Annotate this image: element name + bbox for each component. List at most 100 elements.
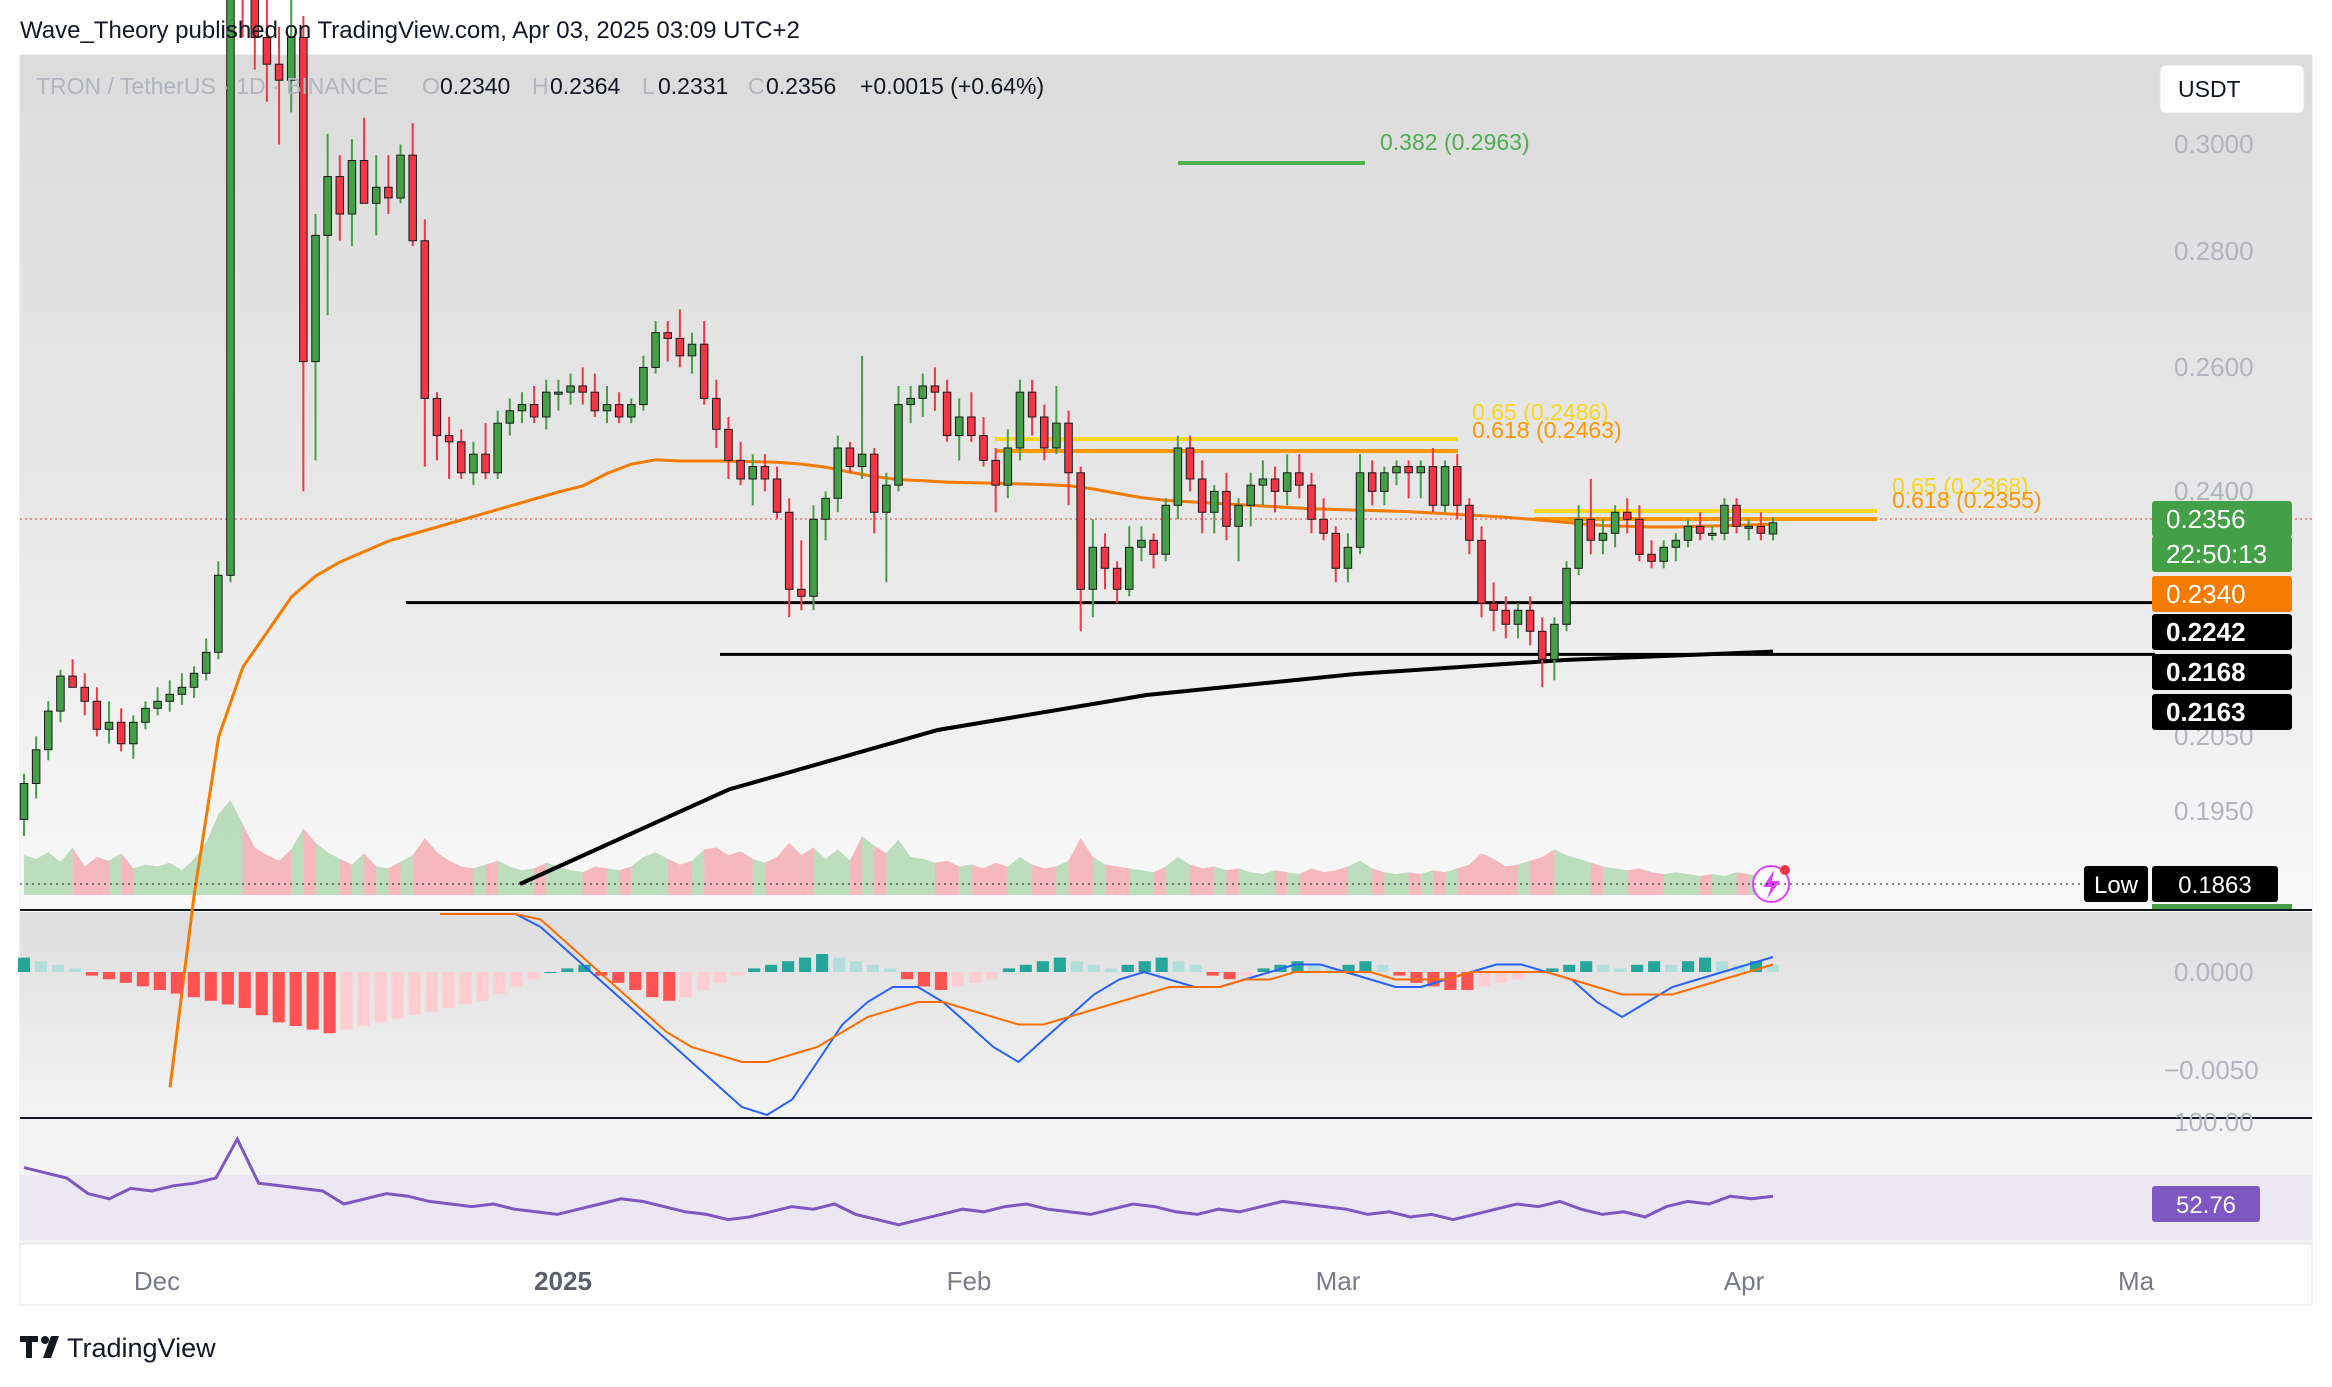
candle	[286, 0, 296, 113]
volume-segment	[1214, 866, 1227, 895]
candle-body	[1027, 391, 1037, 418]
time-axis[interactable]: Dec 2025 Feb Mar Apr Ma	[134, 1266, 2155, 1296]
candle-body	[724, 428, 733, 461]
candle	[578, 367, 587, 405]
rsi-value: 52.76	[2176, 1192, 2236, 1219]
candle-body	[1440, 466, 1450, 506]
macd-histogram-bar	[1359, 961, 1372, 972]
candle	[1112, 561, 1122, 604]
candle-body	[444, 435, 454, 443]
candle	[250, 0, 260, 70]
macd-histogram-bar	[527, 972, 540, 980]
fib-label: 0.618 (0.2355)	[1892, 487, 2042, 513]
candle-body	[1331, 532, 1341, 569]
rsi-tick: 100.00	[2174, 1107, 2254, 1137]
volume-segment	[607, 868, 620, 895]
low-value-label: 0.1863	[2178, 872, 2251, 899]
candle-body	[481, 453, 490, 474]
volume-segment	[1590, 862, 1603, 895]
candle-body	[80, 686, 89, 702]
candle-body	[505, 410, 515, 424]
macd-histogram-bar	[663, 972, 676, 1001]
volume-segment	[230, 800, 243, 895]
price-label-text: 22:50:13	[2166, 539, 2267, 569]
candle	[675, 309, 685, 368]
volume-segment	[1190, 864, 1203, 895]
candle-body	[833, 447, 843, 499]
candle-body	[1622, 511, 1632, 520]
candle	[1440, 460, 1450, 513]
volume-segment	[570, 870, 583, 895]
rsi-value-badge	[2152, 1186, 2260, 1222]
candle	[1197, 460, 1207, 534]
volume-segment	[1165, 857, 1178, 895]
currency-button[interactable]: USDT	[2159, 64, 2305, 114]
volume-segment	[24, 855, 37, 895]
candle-body	[262, 36, 272, 65]
volume-segment	[169, 862, 182, 895]
candle	[627, 398, 636, 424]
tradingview-logo[interactable]: TradingView	[20, 1333, 216, 1363]
volume-segment	[1445, 868, 1458, 895]
macd-histogram-bar	[697, 972, 710, 990]
candle-body	[979, 435, 988, 461]
lightning-icon[interactable]	[1752, 865, 1790, 903]
candle-body	[1513, 609, 1523, 625]
macd-histogram-bar	[459, 972, 472, 1005]
candle-body	[712, 397, 721, 430]
candle-body	[116, 721, 126, 745]
candle	[1416, 460, 1426, 499]
macd-histogram-bar	[1631, 964, 1644, 972]
candle-body	[1550, 623, 1559, 660]
candle-body	[1149, 539, 1158, 555]
candle-body	[347, 160, 357, 215]
candle-body	[1610, 511, 1620, 534]
volume-segment	[1554, 849, 1567, 895]
price-label-badge	[2152, 576, 2292, 612]
volume-segment	[1202, 866, 1215, 895]
candle	[869, 447, 879, 534]
candle	[1137, 526, 1146, 562]
volume-segment	[1663, 872, 1676, 895]
macd-histogram-bar	[85, 972, 98, 976]
candle-body	[566, 385, 575, 393]
candle	[602, 385, 612, 424]
candle	[894, 385, 903, 492]
volume-segment	[1275, 870, 1288, 895]
candle-body	[56, 675, 65, 712]
candle	[493, 410, 502, 479]
price-label-text: 0.2356	[2166, 504, 2246, 534]
candle	[699, 321, 709, 405]
candle-body	[104, 721, 114, 730]
candle-body	[736, 459, 745, 480]
macd-histogram-bar	[1614, 968, 1627, 972]
close-label: C	[748, 73, 765, 99]
macd-histogram-bar	[1682, 961, 1695, 972]
volume-segment	[534, 862, 547, 895]
volume-segment	[473, 864, 486, 895]
candle-body	[578, 385, 587, 393]
candle-body	[517, 404, 527, 412]
candle	[1683, 519, 1693, 548]
candle-body	[1768, 522, 1778, 535]
candle-body	[809, 518, 818, 597]
candle	[371, 155, 381, 236]
volume-segment	[1323, 870, 1336, 895]
open-label: O	[422, 73, 440, 99]
volume-segment	[303, 828, 316, 895]
candle	[930, 367, 940, 411]
low-tag: Low	[2094, 872, 2139, 899]
candle	[1574, 505, 1583, 576]
volume-segment	[376, 866, 389, 895]
candle-body	[165, 693, 175, 702]
candle	[979, 416, 988, 467]
volume-segment	[1129, 868, 1142, 895]
macd-histogram-bar	[187, 972, 200, 998]
candle-body	[19, 783, 29, 820]
symbol-title[interactable]: TRON / TetherUS · 1D · BINANCE	[36, 73, 388, 99]
candle-body	[1137, 539, 1146, 548]
fib-label: 0.618 (0.2463)	[1472, 417, 1622, 443]
candle	[1173, 435, 1183, 520]
volume-segment	[218, 800, 231, 895]
